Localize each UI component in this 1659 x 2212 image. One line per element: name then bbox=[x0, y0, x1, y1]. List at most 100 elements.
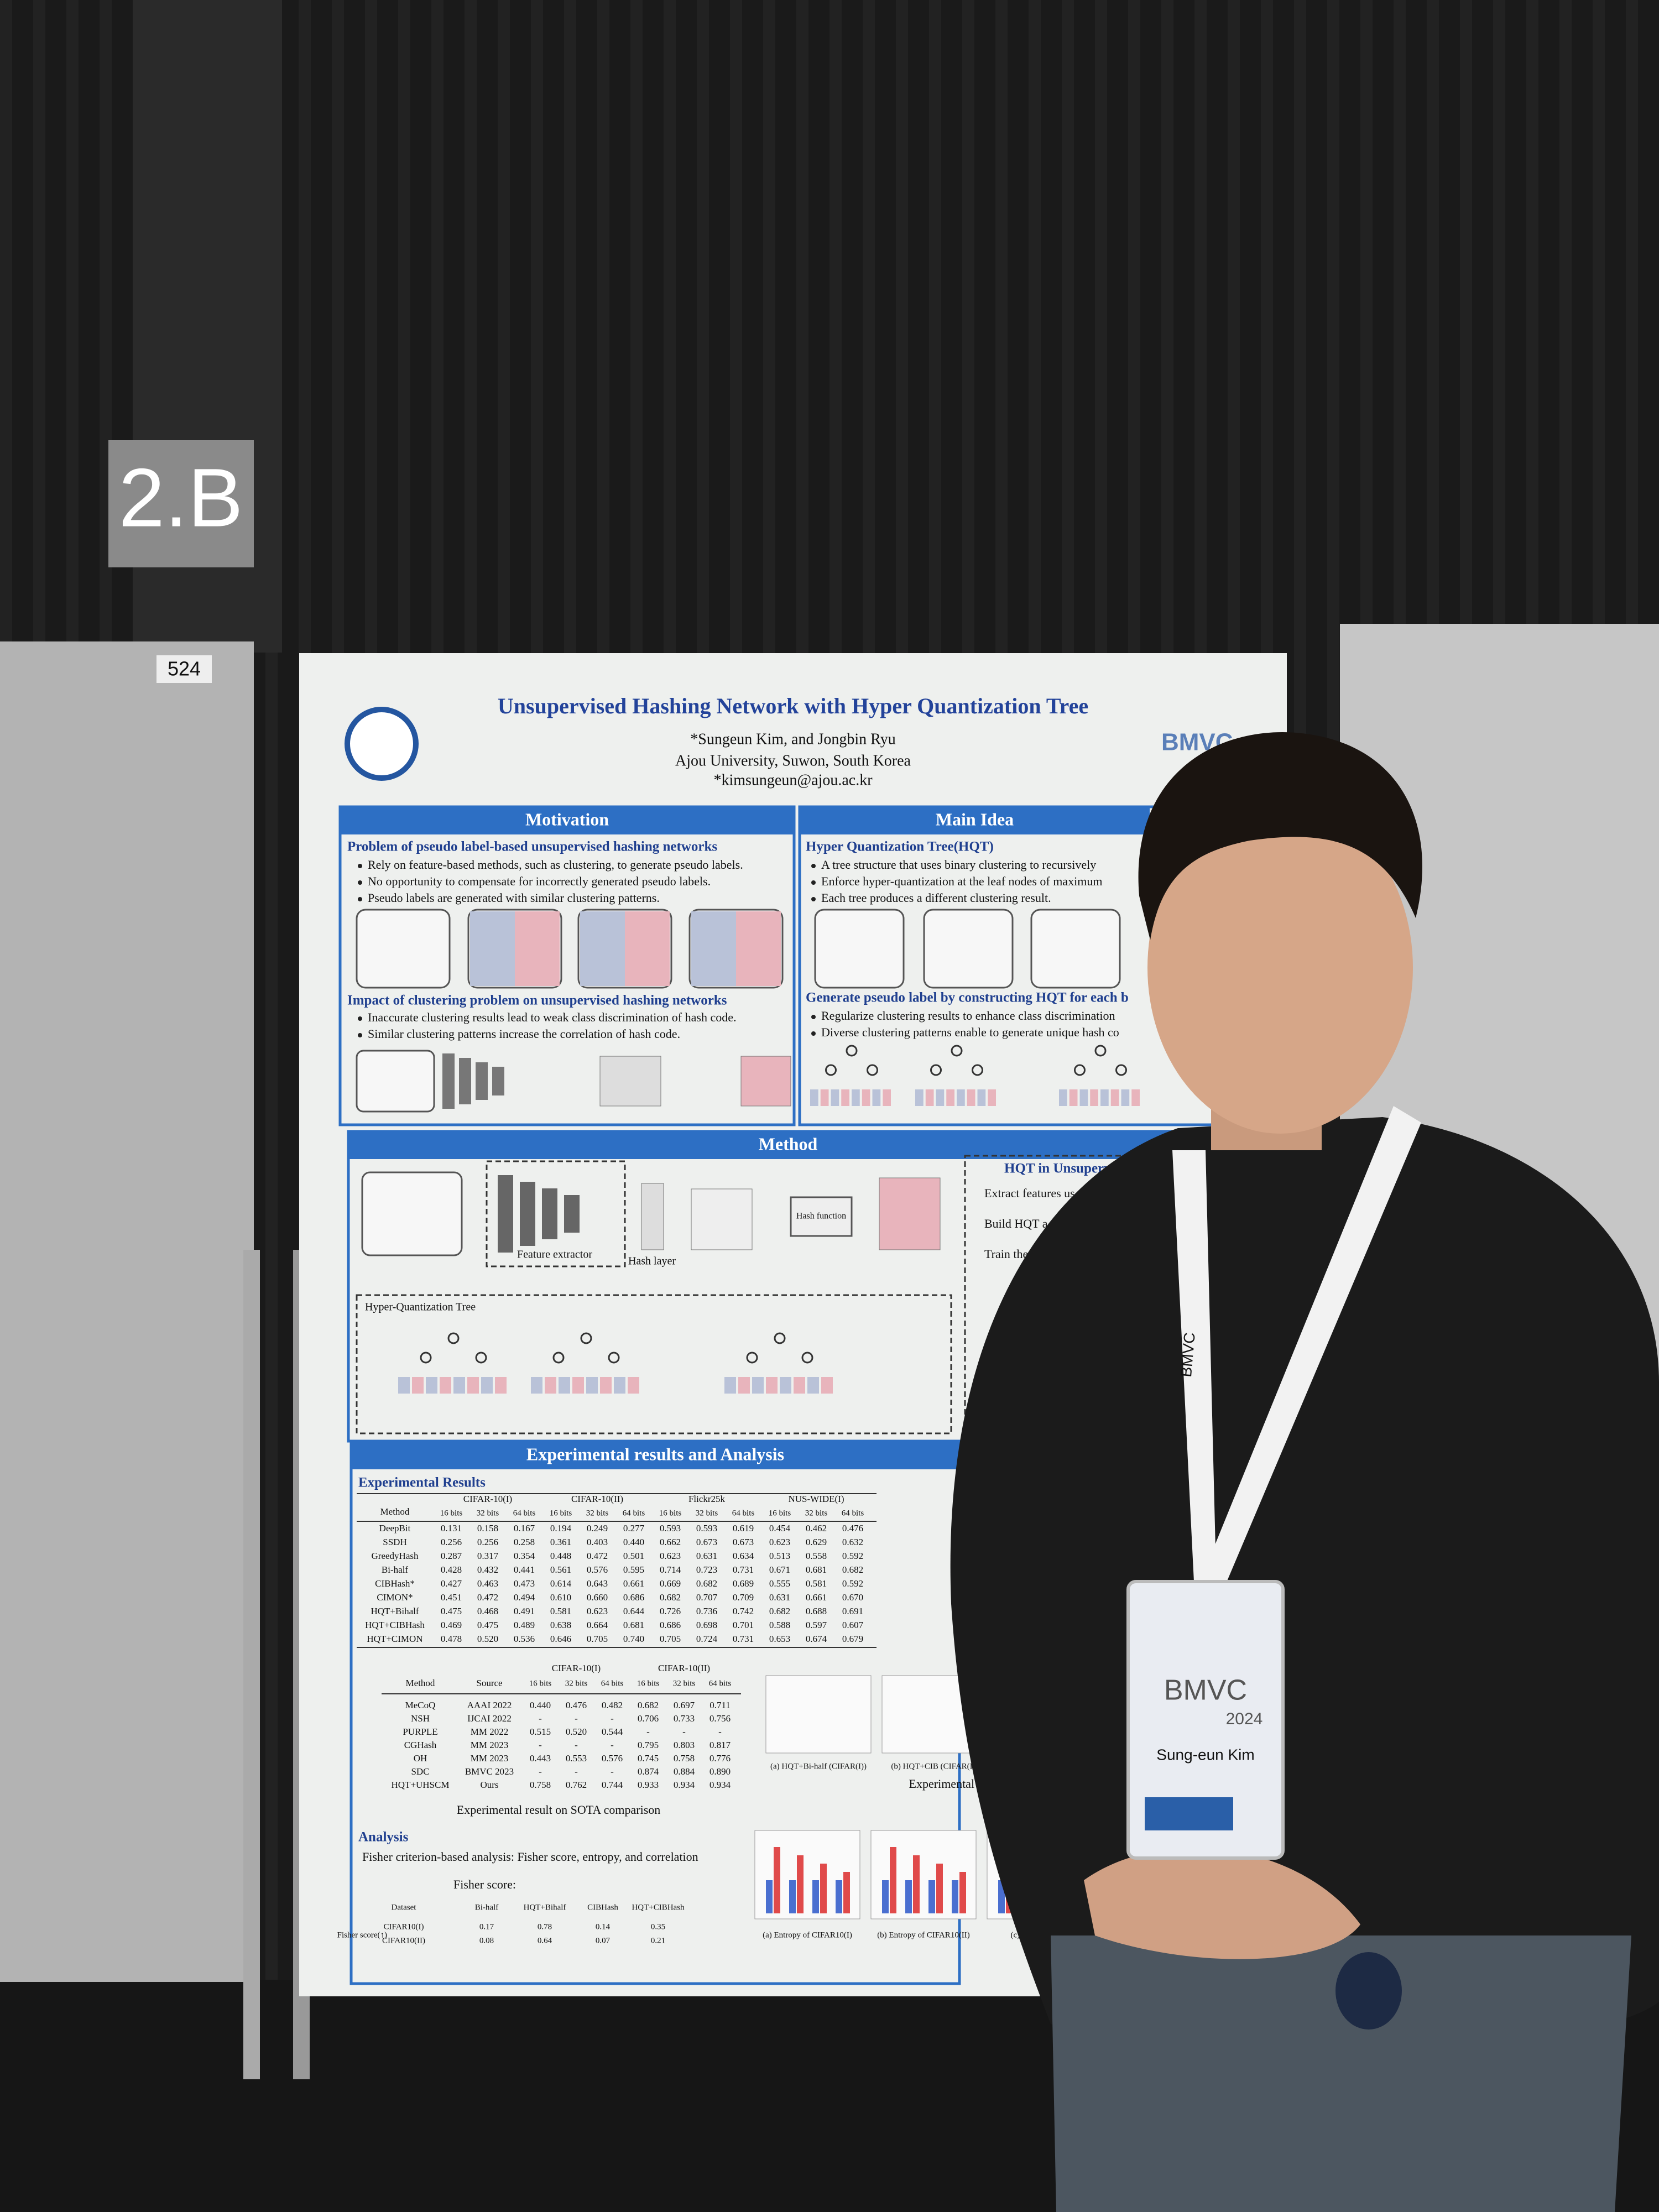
table-cell: - bbox=[575, 1766, 578, 1777]
diagram bbox=[361, 1171, 463, 1256]
table-cell: 0.726 bbox=[660, 1606, 681, 1616]
table-header: 64 bits bbox=[513, 1509, 536, 1517]
table-header: 32 bits bbox=[673, 1679, 696, 1688]
table-rule bbox=[382, 1693, 741, 1694]
extractor-box bbox=[486, 1160, 626, 1267]
table-cell: 0.258 bbox=[514, 1537, 535, 1547]
table-cell: 0.670 bbox=[842, 1592, 863, 1603]
table-cell: BMVC 2023 bbox=[465, 1766, 514, 1777]
table-cell: 0.167 bbox=[514, 1523, 535, 1533]
table-cell: 0.661 bbox=[623, 1578, 644, 1589]
section-heading: Method bbox=[759, 1134, 818, 1154]
table-cell: 0.733 bbox=[674, 1713, 695, 1724]
section-header bbox=[340, 807, 794, 834]
section-header bbox=[351, 1442, 959, 1469]
plot-bar bbox=[766, 1880, 773, 1913]
table-cell: 0.592 bbox=[842, 1578, 863, 1589]
section-heading: Experimental results and Analysis bbox=[526, 1444, 784, 1464]
cluster-region bbox=[515, 911, 560, 986]
table-header: 64 bits bbox=[709, 1679, 732, 1688]
table-cell: HQT+Bihalf bbox=[371, 1606, 419, 1616]
table-cell: 0.494 bbox=[514, 1592, 535, 1603]
table-cell: 0.686 bbox=[623, 1592, 644, 1603]
table-cell: 0.803 bbox=[674, 1740, 695, 1750]
bullet-text: Diverse clustering patterns enable to ge… bbox=[821, 1025, 1119, 1039]
section-header bbox=[348, 1131, 1228, 1159]
tree-leaf bbox=[780, 1377, 791, 1394]
bullet bbox=[811, 1015, 816, 1019]
table-cell: 0.701 bbox=[733, 1620, 754, 1630]
subheading: Impact of clustering problem on unsuperv… bbox=[347, 993, 727, 1008]
tree-node bbox=[1115, 1064, 1127, 1076]
tree-leaf bbox=[1079, 1089, 1088, 1106]
table-cell: 0.08 bbox=[479, 1936, 494, 1945]
table-cell: 0.723 bbox=[696, 1564, 717, 1575]
table-cell: 0.520 bbox=[566, 1726, 587, 1737]
table-cell: SSDH bbox=[383, 1537, 406, 1547]
tree-node bbox=[552, 1352, 565, 1364]
tree-node bbox=[447, 1332, 460, 1344]
table-cell: PURPLE bbox=[403, 1726, 437, 1737]
table-cell: 0.884 bbox=[674, 1766, 695, 1777]
table-cell: 0.475 bbox=[477, 1620, 498, 1630]
table-cell: HQT+UHSCM bbox=[392, 1780, 450, 1790]
table-cell: 0.448 bbox=[550, 1551, 571, 1561]
table-cell: 0.756 bbox=[709, 1713, 731, 1724]
bullet bbox=[358, 880, 362, 885]
table-cell: 0.443 bbox=[530, 1753, 551, 1764]
badge-year: 2024 bbox=[1226, 1710, 1263, 1728]
table-cell: 0.745 bbox=[638, 1753, 659, 1764]
table-header: CIFAR-10(I) bbox=[552, 1663, 601, 1673]
table-header: 64 bits bbox=[601, 1679, 624, 1688]
table-cell: 0.934 bbox=[674, 1780, 695, 1790]
table-cell: 0.463 bbox=[477, 1578, 498, 1589]
table-cell: 0.632 bbox=[842, 1537, 863, 1547]
table-header: 64 bits bbox=[842, 1509, 864, 1517]
table-cell: 0.432 bbox=[477, 1564, 498, 1575]
tree-leaf bbox=[628, 1377, 639, 1394]
table-cell: 0.653 bbox=[769, 1634, 790, 1644]
bullet bbox=[358, 1016, 362, 1021]
table-header: CIBHash bbox=[587, 1903, 618, 1912]
diagram-label: Feature extractor bbox=[517, 1249, 592, 1261]
lanyard-text: BMVC bbox=[1177, 1332, 1198, 1378]
table-cell: - bbox=[575, 1713, 578, 1724]
table-cell: 0.593 bbox=[660, 1523, 681, 1533]
bullet-text: Enforce hyper-quantization at the leaf n… bbox=[821, 874, 1102, 888]
table-header: Method bbox=[406, 1678, 435, 1688]
bullet-text: Similar clustering patterns increase the… bbox=[368, 1027, 680, 1041]
jeans bbox=[1051, 1936, 1631, 2212]
table-cell: - bbox=[611, 1740, 614, 1750]
table-cell: 0.758 bbox=[674, 1753, 695, 1764]
cluster-region bbox=[736, 911, 781, 986]
table-cell: 0.581 bbox=[550, 1606, 571, 1616]
table-cell: 0.623 bbox=[660, 1551, 681, 1561]
table-header: 16 bits bbox=[659, 1509, 682, 1517]
tree-leaf bbox=[600, 1377, 612, 1394]
table-cell: - bbox=[539, 1713, 542, 1724]
cluster-region bbox=[625, 911, 670, 986]
plot-caption: (a) HQT+Bi-half (CIFAR(I)) bbox=[770, 1762, 867, 1771]
tree-leaf bbox=[440, 1377, 451, 1394]
table-cell: 0.697 bbox=[674, 1700, 695, 1710]
table-cell: 0.682 bbox=[842, 1564, 863, 1575]
table-cell: 0.544 bbox=[602, 1726, 623, 1737]
table-cell: AAAI 2022 bbox=[467, 1700, 512, 1710]
analysis-text: Fisher criterion-based analysis: Fisher … bbox=[362, 1850, 698, 1864]
tree-leaf bbox=[531, 1377, 542, 1394]
cluster-panel bbox=[1030, 909, 1121, 989]
table-cell: 0.758 bbox=[530, 1780, 551, 1790]
table-cell: 0.361 bbox=[550, 1537, 571, 1547]
cluster-region bbox=[580, 911, 625, 986]
network-layer bbox=[492, 1067, 504, 1095]
bullet bbox=[358, 1033, 362, 1037]
table-cell: 0.736 bbox=[696, 1606, 717, 1616]
table-header: HQT+Bihalf bbox=[524, 1903, 566, 1912]
subheading: Experimental Results bbox=[358, 1475, 486, 1490]
diagram-label: Hash layer bbox=[628, 1255, 676, 1267]
tree-leaf bbox=[614, 1377, 625, 1394]
table-cell: 0.874 bbox=[638, 1766, 659, 1777]
tree-leaf bbox=[1059, 1089, 1067, 1106]
plot-bar bbox=[890, 1847, 896, 1913]
table-cell: 0.256 bbox=[477, 1537, 498, 1547]
